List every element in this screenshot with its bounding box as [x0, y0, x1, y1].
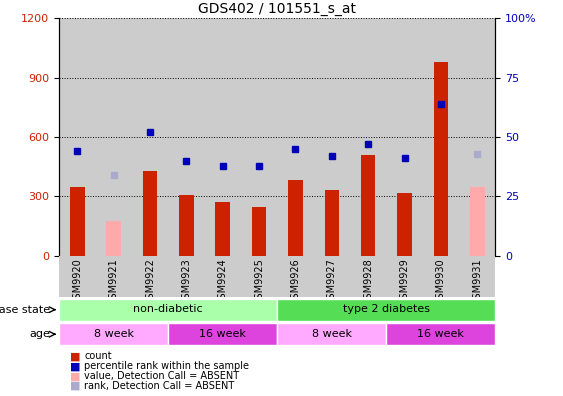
- Bar: [423, 18, 459, 256]
- Text: GSM9923: GSM9923: [181, 258, 191, 305]
- Text: rank, Detection Call = ABSENT: rank, Detection Call = ABSENT: [84, 381, 235, 391]
- Text: GSM9920: GSM9920: [72, 258, 82, 305]
- Bar: [168, 18, 204, 256]
- Text: GSM9927: GSM9927: [327, 258, 337, 305]
- Bar: [96, 256, 132, 297]
- Text: disease state: disease state: [0, 305, 51, 315]
- Bar: [423, 256, 459, 297]
- Bar: [288, 179, 303, 256]
- Bar: [132, 256, 168, 297]
- Text: 8 week: 8 week: [312, 329, 352, 339]
- Text: GSM9924: GSM9924: [218, 258, 228, 305]
- Text: ■: ■: [70, 371, 81, 381]
- Bar: [59, 18, 96, 256]
- Text: GSM9922: GSM9922: [145, 258, 155, 305]
- Bar: [314, 18, 350, 256]
- Bar: [96, 18, 132, 256]
- Bar: [70, 187, 84, 256]
- Text: GSM9925: GSM9925: [254, 258, 264, 305]
- Bar: [278, 299, 495, 321]
- Bar: [278, 18, 314, 256]
- Bar: [386, 256, 423, 297]
- Text: count: count: [84, 351, 112, 362]
- Bar: [386, 18, 423, 256]
- Bar: [386, 323, 495, 345]
- Bar: [168, 256, 204, 297]
- Text: GSM9930: GSM9930: [436, 258, 446, 305]
- Text: value, Detection Call = ABSENT: value, Detection Call = ABSENT: [84, 371, 240, 381]
- Text: percentile rank within the sample: percentile rank within the sample: [84, 361, 249, 371]
- Bar: [59, 323, 168, 345]
- Text: GSM9929: GSM9929: [400, 258, 409, 305]
- Bar: [459, 256, 495, 297]
- Bar: [350, 18, 386, 256]
- Bar: [143, 171, 157, 256]
- Text: 16 week: 16 week: [199, 329, 246, 339]
- Bar: [314, 256, 350, 297]
- Text: type 2 diabetes: type 2 diabetes: [343, 304, 430, 314]
- Bar: [459, 18, 495, 256]
- Text: 8 week: 8 week: [93, 329, 133, 339]
- Bar: [470, 187, 485, 256]
- Bar: [397, 193, 412, 256]
- Bar: [216, 202, 230, 256]
- Bar: [361, 155, 376, 256]
- Text: 16 week: 16 week: [417, 329, 464, 339]
- Text: GSM9928: GSM9928: [363, 258, 373, 305]
- Bar: [350, 256, 386, 297]
- Text: GSM9931: GSM9931: [472, 258, 482, 305]
- Text: ■: ■: [70, 361, 81, 371]
- Bar: [278, 323, 386, 345]
- Bar: [252, 207, 266, 256]
- Bar: [434, 62, 448, 256]
- Bar: [168, 323, 277, 345]
- Text: GSM9921: GSM9921: [109, 258, 119, 305]
- Text: age: age: [29, 329, 51, 339]
- Text: non-diabetic: non-diabetic: [133, 304, 203, 314]
- Text: GSM9926: GSM9926: [291, 258, 301, 305]
- Bar: [278, 256, 314, 297]
- Title: GDS402 / 101551_s_at: GDS402 / 101551_s_at: [198, 2, 356, 16]
- Bar: [241, 18, 277, 256]
- Bar: [204, 18, 241, 256]
- Bar: [59, 256, 96, 297]
- Text: ■: ■: [70, 351, 81, 362]
- Bar: [324, 190, 339, 256]
- Bar: [241, 256, 277, 297]
- Bar: [106, 221, 121, 256]
- Text: ■: ■: [70, 381, 81, 391]
- Bar: [59, 299, 277, 321]
- Bar: [132, 18, 168, 256]
- Bar: [179, 195, 194, 256]
- Bar: [204, 256, 241, 297]
